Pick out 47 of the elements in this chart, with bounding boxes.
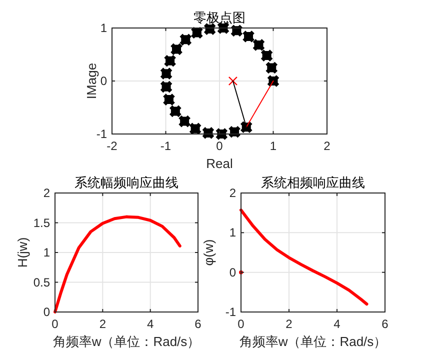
x-tick-label: 1 (270, 139, 277, 153)
point (202, 126, 215, 140)
y-tick-label: 1.5 (33, 216, 50, 230)
x-tick-label: 0 (52, 317, 59, 331)
y-tick-label: 1 (100, 21, 108, 35)
point (240, 120, 253, 134)
y-tick-label: 0 (100, 74, 108, 88)
point (190, 26, 204, 40)
x-tick-label: 2 (286, 317, 293, 331)
chart-title: 零极点图 (194, 10, 246, 25)
point (215, 128, 228, 140)
line-series (240, 208, 368, 306)
x-tick-label: -2 (106, 139, 118, 153)
line-series (54, 215, 182, 314)
point (230, 24, 244, 38)
point (179, 33, 192, 46)
point (188, 122, 202, 136)
y-tick-label: -1 (225, 305, 236, 319)
x-tick-label: 2 (324, 139, 331, 153)
y-axis-title: H(jw) (15, 237, 30, 268)
x-tick-label: 6 (382, 317, 389, 331)
x-axis-title: 角频率w（单位：Rad/s） (239, 334, 387, 349)
x-tick-label: 4 (334, 317, 341, 331)
y-tick-label: -1 (96, 127, 108, 141)
y-tick-label: 1 (43, 246, 50, 260)
y-tick-label: 2 (43, 186, 50, 200)
x-tick-label: 6 (194, 317, 202, 331)
y-tick-label: 0 (229, 265, 236, 280)
point (164, 54, 177, 68)
x-tick-label: 0 (238, 317, 245, 331)
point (160, 67, 173, 80)
x-axis-title: 角频率w（单位：Rad/s） (52, 334, 200, 349)
y-axis-title: φ(w) (201, 239, 216, 266)
y-tick-label: 1 (229, 226, 236, 240)
point (170, 42, 183, 56)
x-tick-label: -1 (160, 139, 172, 153)
chart-title: 系统幅频响应曲线 (74, 175, 178, 190)
y-axis-title: IMage (84, 62, 99, 100)
chart-title: 系统相频响应曲线 (261, 175, 365, 190)
x-axis-title: Real (206, 156, 233, 171)
y-tick-label: 0.5 (33, 275, 50, 290)
point (228, 76, 238, 86)
x-tick-label: 0 (216, 139, 224, 153)
y-tick-label: 0 (43, 305, 50, 319)
x-tick-label: 4 (146, 317, 154, 331)
y-tick-label: 2 (229, 186, 236, 200)
point (228, 125, 242, 138)
